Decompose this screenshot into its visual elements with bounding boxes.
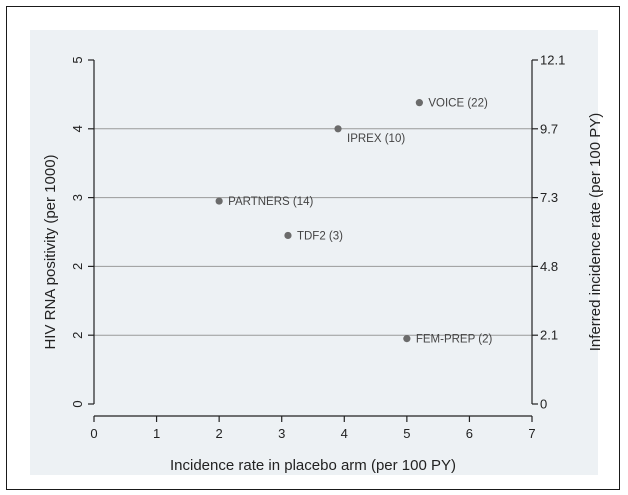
y-tick-label: 2 — [70, 332, 85, 339]
y-axis-title: HIV RNA positivity (per 1000) — [42, 154, 59, 349]
x-tick-label: 2 — [216, 426, 223, 441]
x-tick-label: 6 — [466, 426, 473, 441]
y2-tick-label: 2.1 — [540, 328, 558, 343]
y-tick-label: 0 — [70, 400, 85, 407]
x-tick-label: 3 — [278, 426, 285, 441]
y2-axis-title: Inferred incidence rate (per 100 PY) — [587, 113, 604, 351]
x-tick-label: 4 — [341, 426, 348, 441]
y2-tick-label: 7.3 — [540, 190, 558, 205]
y-tick-label: 4 — [70, 125, 85, 132]
x-tick-label: 7 — [528, 426, 535, 441]
data-point — [334, 125, 342, 133]
y-tick-label: 2 — [70, 263, 85, 270]
chart-background — [30, 30, 598, 475]
data-point — [415, 99, 423, 107]
data-point — [215, 197, 223, 205]
data-point — [403, 335, 411, 343]
data-point-label: TDF2 (3) — [297, 230, 343, 242]
data-point-label: VOICE (22) — [428, 98, 488, 110]
y-tick-label: 3 — [70, 194, 85, 201]
y2-tick-label: 4.8 — [540, 259, 558, 274]
x-tick-label: 5 — [403, 426, 410, 441]
y2-tick-label: 9.7 — [540, 121, 558, 136]
y-tick-label: 5 — [70, 56, 85, 63]
x-tick-label: 1 — [153, 426, 160, 441]
x-tick-label: 0 — [90, 426, 97, 441]
x-axis-title: Incidence rate in placebo arm (per 100 P… — [170, 457, 456, 474]
data-point — [284, 231, 292, 240]
data-point-label: IPREX (10) — [347, 133, 405, 145]
data-point-label: PARTNERS (14) — [228, 196, 313, 208]
y2-tick-label: 0 — [540, 397, 547, 412]
y2-tick-label: 12.1 — [540, 53, 565, 68]
data-points: VOICE (22) IPREX (10) PARTNERS (14) TDF2 (3… — [215, 98, 493, 346]
axes — [88, 59, 538, 422]
grid-lines — [94, 128, 532, 336]
data-point-label: FEM-PREP (2) — [416, 334, 493, 346]
